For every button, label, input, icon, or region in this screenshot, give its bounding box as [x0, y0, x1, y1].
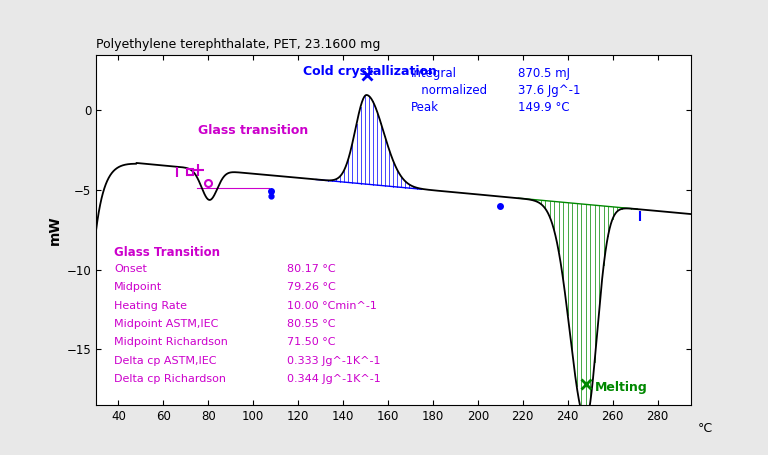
- Text: Midpoint: Midpoint: [114, 282, 162, 292]
- Text: 0.344 Jg^-1K^-1: 0.344 Jg^-1K^-1: [287, 374, 381, 384]
- Text: Integral
   normalized
Peak: Integral normalized Peak: [410, 67, 488, 114]
- Text: Delta cp ASTM,IEC: Delta cp ASTM,IEC: [114, 356, 217, 365]
- Text: 0.333 Jg^-1K^-1: 0.333 Jg^-1K^-1: [287, 356, 380, 365]
- Text: Heating Rate: Heating Rate: [114, 301, 187, 311]
- Text: Midpoint Richardson: Midpoint Richardson: [114, 337, 228, 347]
- Text: °C: °C: [698, 422, 713, 435]
- Text: Glass transition: Glass transition: [198, 124, 308, 137]
- Text: 870.5 mJ
37.6 Jg^-1
149.9 °C: 870.5 mJ 37.6 Jg^-1 149.9 °C: [518, 67, 581, 114]
- Text: 71.50 °C: 71.50 °C: [287, 337, 336, 347]
- Text: Delta cp Richardson: Delta cp Richardson: [114, 374, 226, 384]
- Y-axis label: mW: mW: [48, 215, 62, 245]
- Text: Melting: Melting: [594, 381, 647, 394]
- Text: 80.55 °C: 80.55 °C: [287, 319, 336, 329]
- Text: Midpoint ASTM,IEC: Midpoint ASTM,IEC: [114, 319, 218, 329]
- Text: Glass Transition: Glass Transition: [114, 246, 220, 259]
- Text: Onset: Onset: [114, 264, 147, 274]
- Text: 80.17 °C: 80.17 °C: [287, 264, 336, 274]
- Text: 10.00 °Cmin^-1: 10.00 °Cmin^-1: [287, 301, 377, 311]
- Text: Cold crystallization: Cold crystallization: [303, 65, 437, 78]
- Text: 79.26 °C: 79.26 °C: [287, 282, 336, 292]
- Text: Polyethylene terephthalate, PET, 23.1600 mg: Polyethylene terephthalate, PET, 23.1600…: [96, 38, 380, 51]
